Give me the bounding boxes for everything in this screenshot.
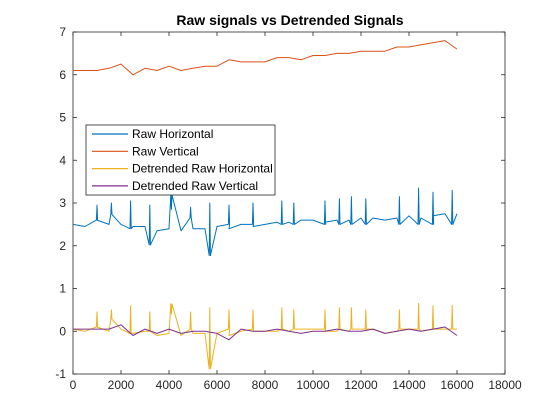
x-tick-label: 0 xyxy=(70,378,77,392)
y-tick-label: 5 xyxy=(59,111,66,125)
y-tick-label: 6 xyxy=(59,68,66,82)
y-tick-label: 7 xyxy=(59,25,66,39)
series-line-4 xyxy=(73,324,458,341)
legend-box xyxy=(85,124,276,196)
x-tick-label: 6000 xyxy=(204,378,231,392)
x-tick-label: 14000 xyxy=(392,378,426,392)
series-line-3 xyxy=(72,303,457,370)
legend-entry-3: Detrended Raw Horizontal xyxy=(132,162,273,176)
x-tick-label: 8000 xyxy=(252,378,279,392)
legend-entry-1: Raw Horizontal xyxy=(132,127,213,141)
series-line-2 xyxy=(73,40,458,76)
series-line-1 xyxy=(72,187,458,257)
x-tick-label: 18000 xyxy=(488,378,522,392)
legend-entry-4: Detrended Raw Vertical xyxy=(132,179,258,193)
y-tick-label: 2 xyxy=(59,239,66,253)
chart-title: Raw signals vs Detrended Signals xyxy=(176,12,403,28)
x-tick-label: 12000 xyxy=(344,378,378,392)
y-tick-label: 4 xyxy=(59,153,66,167)
x-tick-label: 2000 xyxy=(108,378,135,392)
y-tick-label: 3 xyxy=(59,196,66,210)
legend: Raw Horizontal Raw Vertical Detrended Raw … xyxy=(85,124,276,196)
series-layer xyxy=(72,40,458,370)
legend-entry-2: Raw Vertical xyxy=(132,144,199,158)
x-tick-label: 16000 xyxy=(440,378,474,392)
plot-box xyxy=(72,31,506,375)
y-tick-label: -1 xyxy=(55,367,66,381)
y-tick-label: 0 xyxy=(59,324,66,338)
x-tick-label: 4000 xyxy=(156,378,183,392)
x-tick-label: 10000 xyxy=(296,378,330,392)
y-tick-label: 1 xyxy=(59,282,66,296)
